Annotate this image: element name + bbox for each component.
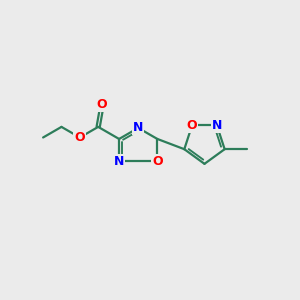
Text: O: O: [74, 131, 85, 144]
Text: O: O: [152, 154, 163, 167]
Text: O: O: [187, 119, 197, 132]
Text: N: N: [212, 119, 222, 132]
Text: O: O: [97, 98, 107, 111]
Text: N: N: [114, 154, 124, 167]
Text: N: N: [133, 122, 143, 134]
